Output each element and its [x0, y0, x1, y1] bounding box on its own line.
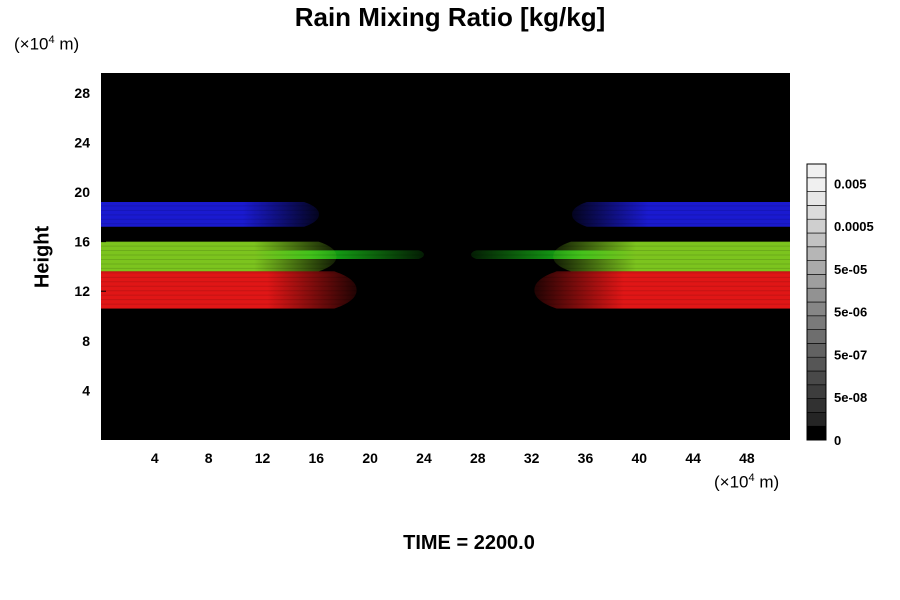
rain-band-left: [101, 271, 357, 309]
colorbar-cell: [806, 232, 827, 248]
colorbar-cell: [806, 315, 827, 330]
x-tick-label: 24: [416, 450, 432, 466]
x-tick-label: 44: [685, 450, 701, 466]
colorbar-label: 5e-06: [834, 305, 867, 320]
x-tick-label: 48: [739, 450, 755, 466]
y-tick-label: 4: [82, 382, 90, 398]
colorbar-cell: [806, 301, 827, 317]
rain-band-left: [101, 241, 337, 272]
colorbar-cell: [806, 246, 827, 261]
y-tick-label: 12: [74, 283, 90, 299]
x-tick-label: 16: [309, 450, 325, 466]
colorbar-cell: [806, 163, 827, 179]
colorbar-cell: [806, 343, 827, 358]
time-label: TIME = 2200.0: [403, 532, 535, 554]
colorbar-cell: [806, 329, 827, 344]
x-axis-unit: (×104 m): [714, 472, 780, 492]
colorbar-cell: [806, 412, 827, 427]
x-tick-label: 36: [578, 450, 594, 466]
x-tick-label: 4: [151, 450, 159, 466]
colorbar-cell: [806, 384, 827, 399]
rain-band-right: [534, 271, 790, 309]
y-tick-label: 20: [74, 184, 90, 200]
x-tick-label: 12: [255, 450, 271, 466]
colorbar-label: 5e-07: [834, 347, 867, 362]
x-tick-label: 8: [205, 450, 213, 466]
y-tick-label: 16: [74, 234, 90, 250]
y-tick-label: 28: [74, 85, 90, 101]
rain-band-left: [101, 201, 320, 227]
colorbar-frame: [806, 163, 827, 441]
chart-title: Rain Mixing Ratio [kg/kg]: [294, 2, 606, 32]
colorbar-cell: [806, 356, 827, 372]
colorbar-cell: [806, 177, 827, 192]
colorbar-cell: [806, 425, 827, 441]
colorbar-label: 5e-05: [834, 262, 867, 277]
colorbar-label: 0: [834, 433, 841, 448]
colorbar-cell: [806, 260, 827, 275]
x-tick-label: 20: [362, 450, 378, 466]
y-tick-label: 24: [74, 134, 90, 150]
colorbar-cell: [806, 274, 827, 289]
colorbar-cell: [806, 398, 827, 413]
colorbar-label: 5e-08: [834, 390, 867, 405]
colorbar-cell: [806, 218, 827, 234]
colorbar-cell: [806, 370, 827, 386]
colorbar-cell: [806, 191, 827, 206]
rain-band-right: [553, 241, 790, 272]
colorbar-cell: [806, 205, 827, 220]
colorbar-label: 0.0005: [834, 219, 874, 234]
x-tick-label: 28: [470, 450, 486, 466]
x-tick-label: 32: [524, 450, 540, 466]
colorbar-label: 0.005: [834, 176, 867, 191]
rain-band-right: [571, 201, 790, 227]
y-tick-label: 8: [82, 333, 90, 349]
x-tick-label: 40: [631, 450, 647, 466]
y-axis-unit: (×104 m): [14, 34, 80, 54]
colorbar-cell: [806, 287, 827, 303]
